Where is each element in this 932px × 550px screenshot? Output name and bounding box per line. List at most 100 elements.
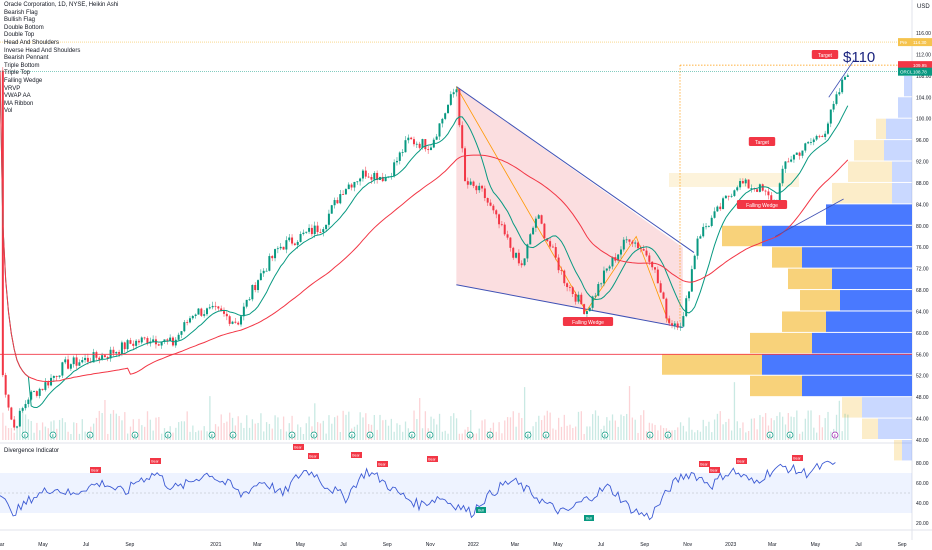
candle-body — [18, 410, 21, 427]
candle-body — [30, 391, 33, 400]
price-tick-label: 100.00 — [916, 117, 932, 123]
volume-bar — [149, 419, 151, 440]
volume-bar — [535, 421, 537, 440]
indicator-item[interactable]: Inverse Head And Shoulders — [4, 47, 81, 54]
candle-body — [628, 239, 631, 242]
indicator-item[interactable]: VWAP AA — [4, 93, 31, 100]
volume-bar — [594, 410, 597, 440]
candle-body — [180, 331, 183, 335]
volume-bar — [282, 416, 285, 440]
volume-bar — [129, 426, 132, 440]
volume-bar — [206, 431, 208, 440]
volume-bar — [251, 419, 254, 440]
indicator-item[interactable]: Double Top — [4, 32, 35, 39]
falling-wedge-tag-box — [562, 317, 614, 326]
indicator-item[interactable]: Vol — [4, 108, 13, 115]
indicator-item[interactable]: Double Bottom — [4, 24, 44, 31]
earnings-marker — [831, 431, 839, 439]
candle-body — [826, 123, 829, 134]
indicator-item[interactable]: Bearish Pennant — [4, 55, 49, 62]
candle-body — [441, 118, 444, 124]
candle-body — [288, 237, 291, 241]
bear-tag-box — [150, 458, 161, 464]
candle-body — [693, 255, 696, 270]
volume-bar — [753, 418, 755, 440]
candle-body — [512, 247, 515, 258]
indicator-item[interactable]: MA Ribbon — [4, 100, 34, 107]
volume-profile-bar — [862, 418, 878, 439]
volume-profile-bar — [894, 440, 902, 461]
volume-bar — [600, 428, 602, 440]
candle-body — [750, 188, 753, 189]
candle-body — [135, 340, 138, 346]
indicator-item[interactable]: Bullish Flag — [4, 17, 36, 24]
candle-body — [325, 224, 328, 230]
candle-body — [758, 184, 761, 192]
volume-bar — [770, 418, 772, 440]
candle-body — [356, 181, 359, 183]
volume-bar — [747, 431, 750, 440]
candle-body — [55, 375, 58, 377]
bull-tag-box — [584, 515, 594, 521]
volume-bar — [39, 430, 41, 440]
volume-bar — [399, 424, 401, 440]
candle-body — [634, 242, 637, 244]
target-tag: Target — [755, 140, 770, 146]
earnings-label: E — [369, 433, 372, 438]
volume-bar — [705, 426, 707, 440]
volume-bar — [58, 419, 61, 440]
candle-body — [458, 89, 461, 126]
candle-body — [146, 338, 149, 344]
candle-body — [577, 294, 580, 302]
volume-bar — [328, 415, 330, 440]
candle-body — [588, 307, 591, 312]
candle-body — [710, 217, 713, 226]
indicator-item[interactable]: Triple Top — [4, 70, 31, 77]
volume-bar — [688, 417, 690, 440]
indicator-item[interactable]: Falling Wedge — [4, 77, 43, 84]
volume-profile-bar — [800, 290, 840, 311]
volume-bar — [592, 414, 594, 440]
candle-body — [86, 357, 89, 362]
indicator-item[interactable]: Triple Bottom — [4, 62, 40, 69]
volume-bar — [24, 414, 27, 440]
volume-bar — [444, 430, 446, 440]
volume-bar — [801, 431, 804, 440]
earnings-marker — [646, 431, 654, 439]
candle-body — [668, 318, 671, 324]
indicator-item[interactable]: Bearish Flag — [4, 9, 38, 16]
volume-bar — [450, 416, 452, 440]
candle-body — [308, 227, 311, 232]
x-tick-label: May — [553, 542, 563, 548]
candle-body — [829, 109, 832, 124]
volume-bar — [339, 431, 341, 440]
target-tag: Target — [818, 53, 833, 59]
volume-bar — [481, 420, 483, 440]
bear-tag: Bear — [294, 446, 302, 450]
candle-body — [424, 139, 427, 150]
candle-body — [342, 194, 345, 195]
candle-body — [330, 205, 333, 214]
candle-body — [554, 247, 557, 258]
wedge-lower-line — [456, 284, 683, 329]
volume-bar — [577, 411, 580, 440]
bear-tag-box — [427, 456, 438, 462]
volume-bar — [560, 426, 563, 440]
divergence-tick-label: 60.00 — [916, 481, 929, 487]
volume-bar — [362, 417, 364, 440]
indicator-item[interactable]: Head And Shoulders — [4, 39, 60, 46]
volume-bar — [229, 412, 231, 440]
price-badge-label: ORCL — [900, 70, 913, 75]
volume-bar — [209, 396, 211, 440]
volume-bar — [509, 417, 512, 440]
indicator-item[interactable]: VRVP — [4, 85, 21, 92]
volume-bar — [818, 415, 821, 440]
earnings-marker — [49, 431, 57, 439]
volume-bar — [634, 419, 636, 440]
volume-bar — [424, 411, 427, 440]
volume-bar — [220, 414, 222, 440]
volume-bar — [674, 429, 676, 440]
candle-body — [611, 257, 614, 267]
candle-body — [152, 339, 155, 342]
